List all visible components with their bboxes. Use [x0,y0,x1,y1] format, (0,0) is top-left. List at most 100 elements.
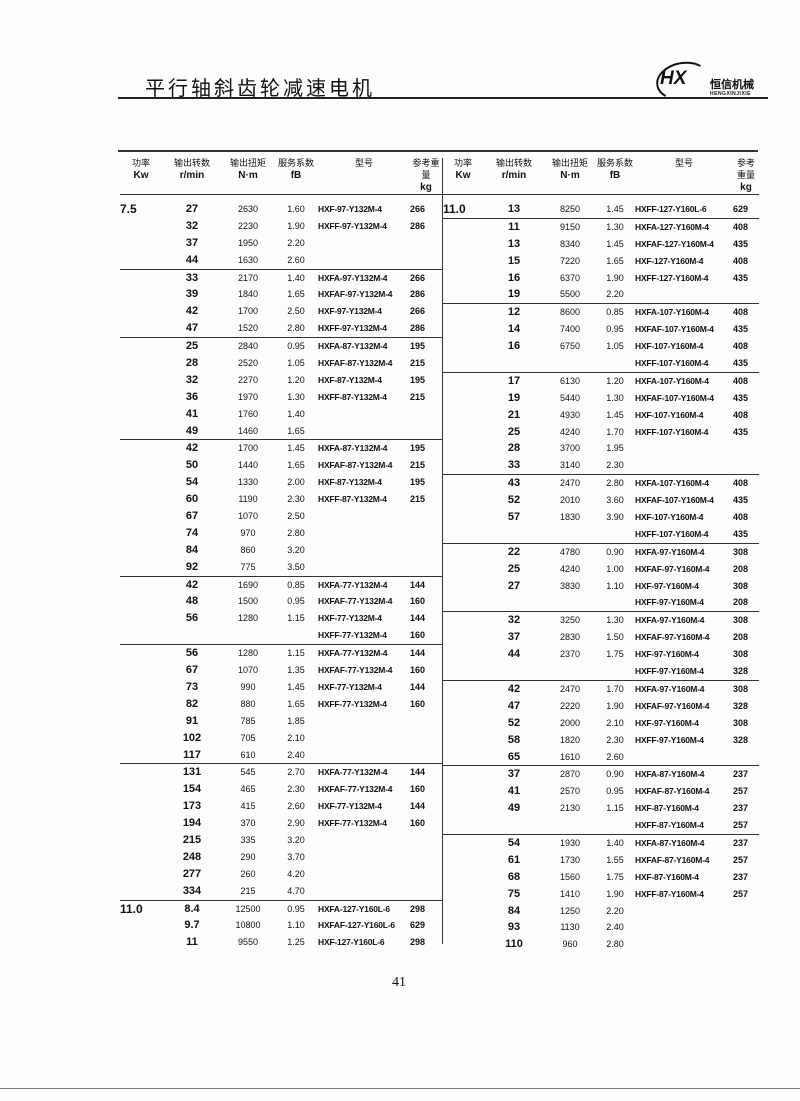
cell-service-factor: 2.20 [287,237,305,248]
cell-power-kw [120,866,162,883]
cell-output-torque: 1700 [237,443,259,454]
cell-output-torque: 290 [240,851,256,862]
cell-service-factor: 1.40 [287,408,305,419]
cell-weight-kg: 215 [410,494,426,505]
page-number: 41 [392,975,406,990]
cell-output-speed: 15 [507,254,521,267]
cell-model [635,919,733,936]
header-label: 输出扭矩 [229,159,266,169]
cell-model: HXFAF-77-Y132M-4 [318,665,393,676]
cell-service-factor: 1.90 [606,888,624,899]
cell-service-factor: 1.20 [287,374,305,385]
header-unit: fB [290,170,302,181]
cell-output-speed: 13 [507,237,521,250]
cell-power-kw [443,509,483,526]
cell-output-torque: 545 [240,767,256,778]
cell-output-torque: 2230 [237,220,259,231]
cell-model: HXFAF-97-Y132M-4 [318,289,393,300]
header-weight-kg: 参考重量 kg [410,158,442,194]
cell-weight-kg: 215 [410,391,426,402]
table-row: 44 2370 1.75 HXF-97-Y160M-4 308 [443,646,759,663]
cell-power-kw [120,627,162,644]
table-row: 33 3140 2.30 [443,457,759,474]
cell-model: HXFA-87-Y160M-4 [635,769,705,780]
cell-model: HXFA-87-Y160M-4 [635,837,705,848]
cell-output-torque: 1130 [560,922,580,933]
header-label: 功率 [453,159,472,169]
cell-output-torque [222,627,274,644]
cell-output-torque [545,594,595,611]
cell-output-torque: 2570 [559,786,581,797]
cell-output-speed: 50 [185,459,199,472]
cell-output-torque: 2010 [559,495,581,506]
cell-output-speed: 117 [183,748,201,761]
table-row: 28 2520 1.05 HXFAF-87-Y132M-4 215 [120,355,442,372]
cell-output-speed: 58 [507,733,521,746]
cell-weight-kg: 408 [733,478,749,489]
cell-output-torque: 2470 [559,478,581,489]
cell-output-speed: 42 [507,682,521,695]
cell-output-torque: 8340 [559,238,581,249]
cell-output-torque: 465 [240,784,256,795]
cell-power-kw [443,681,483,698]
cell-output-torque: 5440 [559,392,581,403]
cell-weight-kg: 435 [733,324,749,335]
cell-power-kw: 11.0 [120,901,143,916]
cell-output-torque: 2130 [559,803,581,814]
cell-output-speed: 22 [507,545,521,558]
cell-weight-kg: 160 [410,818,426,829]
cell-output-speed: 43 [507,477,521,490]
cell-weight-kg: 298 [410,937,426,948]
table-row: 27 3830 1.10 HXF-97-Y160M-4 308 [443,578,759,595]
cell-model: HXF-87-Y160M-4 [635,803,699,814]
cell-output-torque: 8600 [559,307,581,318]
cell-service-factor: 1.25 [287,937,305,948]
title-divider [118,97,768,99]
header-unit: Kw [133,170,149,181]
cell-power-kw [443,663,483,680]
cell-output-torque: 335 [240,834,256,845]
cell-output-torque: 2840 [237,341,259,352]
cell-output-torque: 1280 [237,613,259,624]
cell-model [318,849,410,866]
cell-power-kw [120,270,162,287]
cell-power-kw [443,407,483,424]
cell-output-speed: 27 [507,579,521,592]
cell-output-torque: 705 [240,732,256,743]
cell-output-torque: 4240 [559,426,581,437]
cell-model [635,457,733,474]
cell-power-kw [120,542,162,559]
cell-output-speed: 49 [507,802,521,815]
cell-output-speed [483,594,545,611]
cell-weight-kg [410,866,442,883]
logo-mark: HX [660,68,687,89]
cell-power-kw [120,764,162,781]
cell-weight-kg: 435 [733,426,749,437]
table-row: 21 4930 1.45 HXF-107-Y160M-4 408 [443,407,759,424]
cell-output-speed: 11 [186,936,198,949]
table-row: 277 260 4.20 [120,866,442,883]
cell-model: HXFA-87-Y132M-4 [318,443,388,454]
cell-output-speed: 36 [185,390,199,403]
cell-weight-kg: 308 [733,546,749,557]
cell-output-torque: 4780 [559,546,581,557]
cell-output-speed [483,355,545,372]
cell-output-torque: 970 [240,527,256,538]
cell-model: HXFAF-97-Y160M-4 [635,700,710,711]
cell-service-factor: 2.20 [606,905,624,916]
cell-weight-kg: 435 [733,238,749,249]
cell-output-torque: 775 [240,561,256,572]
cell-weight-kg [733,903,759,920]
cell-power-kw [120,679,162,696]
cell-output-torque [545,663,595,680]
cell-model [635,286,733,303]
cell-power-kw [443,817,483,834]
cell-weight-kg [410,508,442,525]
cell-power-kw [120,747,162,764]
cell-model: HXF-97-Y160M-4 [635,580,699,591]
table-row: 11 9150 1.30 HXFA-127-Y160M-4 408 [443,217,759,236]
cell-output-torque: 3140 [559,460,581,471]
cell-service-factor: 1.20 [606,375,624,386]
cell-output-speed: 42 [185,305,199,318]
table-row: 84 1250 2.20 [443,903,759,920]
